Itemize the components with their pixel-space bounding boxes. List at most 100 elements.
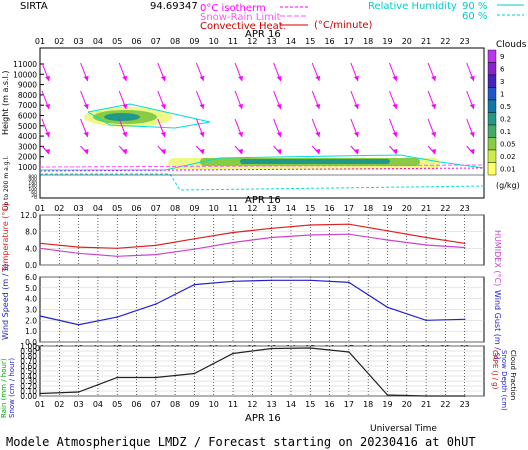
hour-tick-label: 08 <box>170 37 180 46</box>
hour-tick-label: 19 <box>382 204 392 213</box>
data-point <box>386 394 389 396</box>
data-point <box>309 234 312 236</box>
data-point <box>348 233 350 235</box>
wind-arrowhead <box>392 132 398 137</box>
data-point <box>193 283 196 286</box>
data-point <box>309 279 312 282</box>
colorbar-swatch <box>487 74 497 88</box>
wind-arrowhead <box>315 76 321 81</box>
snow-label: Snow (cm / hour) <box>8 358 16 418</box>
data-point <box>39 315 41 317</box>
hour-tick-label: 18 <box>363 37 373 46</box>
data-point <box>425 319 427 322</box>
y-tick-label: 1.00 <box>20 342 37 351</box>
hour-tick-label: 02 <box>54 204 64 213</box>
y-tick-label: 12.0 <box>20 211 37 220</box>
hour-tick-label: 11 <box>228 400 238 409</box>
hour-tick-label: 20 <box>402 204 412 213</box>
data-point <box>270 279 273 282</box>
hour-tick-label: 09 <box>189 400 199 409</box>
wind-arrowhead <box>160 132 166 137</box>
height-tick-label: 6000 <box>18 112 37 121</box>
hour-tick-label: 17 <box>344 400 354 409</box>
wind-axis: 6.0 5.0 4.0 3.02.0 1.0 0.0 <box>25 273 484 347</box>
height-tick-label: 100 <box>28 187 37 193</box>
station-coords: 94.69347 <box>150 1 198 12</box>
series-line <box>39 223 465 249</box>
data-point <box>425 244 427 246</box>
data-point <box>232 241 234 244</box>
height-tick-label: 1000 <box>18 163 37 172</box>
hour-tick-label: 18 <box>363 204 373 213</box>
height-tick-label: 11000 <box>13 60 37 69</box>
data-point <box>309 224 312 226</box>
data-point <box>77 252 80 255</box>
wind-arrowhead <box>160 76 166 81</box>
wind-arrowhead <box>431 76 437 81</box>
wind-arrowhead <box>83 149 89 154</box>
hour-tick-label: 13 <box>267 37 277 46</box>
colorbar-label: 0.5 <box>500 103 511 111</box>
hour-tick-label: 12 <box>247 37 257 46</box>
colorbar-label: 0.05 <box>500 141 516 149</box>
data-point <box>155 303 157 305</box>
y-tick-label: 0.30 <box>20 377 37 386</box>
y-tick-label: 0.00 <box>20 392 37 401</box>
wind-arrowhead <box>160 149 166 154</box>
data-point <box>270 347 273 350</box>
wind-arrowhead <box>238 132 244 137</box>
hour-tick-label: 14 <box>286 400 296 409</box>
data-point <box>39 247 41 250</box>
data-point <box>77 246 80 248</box>
data-point <box>463 318 466 321</box>
wind-arrowhead <box>238 104 244 109</box>
hour-tick-label: 19 <box>382 37 392 46</box>
wind-arrowhead <box>122 104 128 109</box>
colorbar-label: 3 <box>500 78 504 86</box>
colorbar-label: 0.2 <box>500 116 511 124</box>
legend-rh-60: 60 % <box>462 11 487 22</box>
data-point <box>39 242 41 245</box>
colorbar-label: 0.1 <box>500 128 511 136</box>
legend-convective-label: Convective Heat. <box>200 21 286 32</box>
wind-arrowhead <box>238 149 244 154</box>
hour-tick-label: 05 <box>112 400 122 409</box>
wind-arrowhead <box>315 132 321 137</box>
wind-arrowhead <box>276 104 282 109</box>
series-line <box>39 233 465 257</box>
wind-arrowhead <box>353 149 359 154</box>
hour-tick-label: 04 <box>93 400 103 409</box>
hour-tick-label: 05 <box>112 37 122 46</box>
colorbar-swatch <box>487 124 497 138</box>
colorbar-label: 9 <box>500 53 504 61</box>
hour-tick-label: 11 <box>228 204 238 213</box>
wind-arrowhead <box>431 104 437 109</box>
hour-tick-label: 08 <box>170 400 180 409</box>
data-point <box>309 347 312 349</box>
data-point <box>386 306 389 309</box>
wind-arrowhead <box>392 149 398 154</box>
height-tick-label: 5000 <box>18 122 37 131</box>
hour-tick-label: 18 <box>363 400 373 409</box>
hour-tick-label: 04 <box>93 204 103 213</box>
wind-arrowhead <box>315 104 321 109</box>
hour-tick-label: 20 <box>402 400 412 409</box>
hour-tick-label: 06 <box>131 37 141 46</box>
data-point <box>463 395 466 397</box>
height-tick-label: 9000 <box>18 81 37 90</box>
hour-tick-label: 06 <box>131 400 141 409</box>
gust-label: Wind Gust (m / s) <box>493 290 502 360</box>
hour-tick-label: 03 <box>74 400 84 409</box>
wind-arrowhead <box>353 76 359 81</box>
hour-tick-label: 02 <box>54 37 64 46</box>
top-hour-axis: 01 02 03 04 05 06 07 08 09 10 11 12 13 14 15 16 17 18 19 20… <box>35 37 470 46</box>
hour-tick-label: 09 <box>189 204 199 213</box>
cape-label: CAPE (J / g) <box>491 350 499 390</box>
data-point <box>425 236 427 239</box>
data-point <box>193 237 196 240</box>
hour-tick-label: 21 <box>421 204 431 213</box>
hour-tick-label: 07 <box>151 400 161 409</box>
data-point <box>463 246 466 249</box>
footer-title: Modele Atmospherique LMDZ / Forecast sta… <box>6 435 476 449</box>
hour-tick-label: 15 <box>305 37 315 46</box>
